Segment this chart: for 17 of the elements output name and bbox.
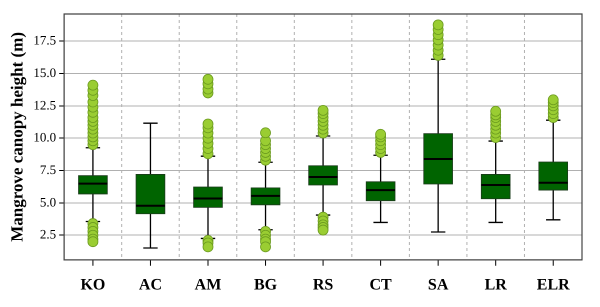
y-tick-label: 10.0 [33,130,56,145]
y-tick-label: 17.5 [33,32,56,48]
y-tick-label: 7.5 [40,162,56,177]
x-tick-label: AM [194,276,222,294]
x-tick-label: RS [312,276,334,294]
y-tick-label: 5.0 [40,194,56,210]
x-tick-label: BG [254,276,278,294]
y-tick-label: 2.5 [40,226,56,242]
x-tick-label: CT [369,276,392,294]
x-tick-label: ELR [536,276,570,294]
x-tick-label: AC [138,276,162,294]
y-tick-label: 12.5 [33,97,56,112]
x-tick-label: SA [428,276,449,294]
y-axis-title: Mangrove canopy height (m) [8,32,27,242]
y-tick-label: 15.0 [33,64,56,80]
x-tick-label: KO [80,276,106,294]
x-tick-label: LR [484,276,508,294]
